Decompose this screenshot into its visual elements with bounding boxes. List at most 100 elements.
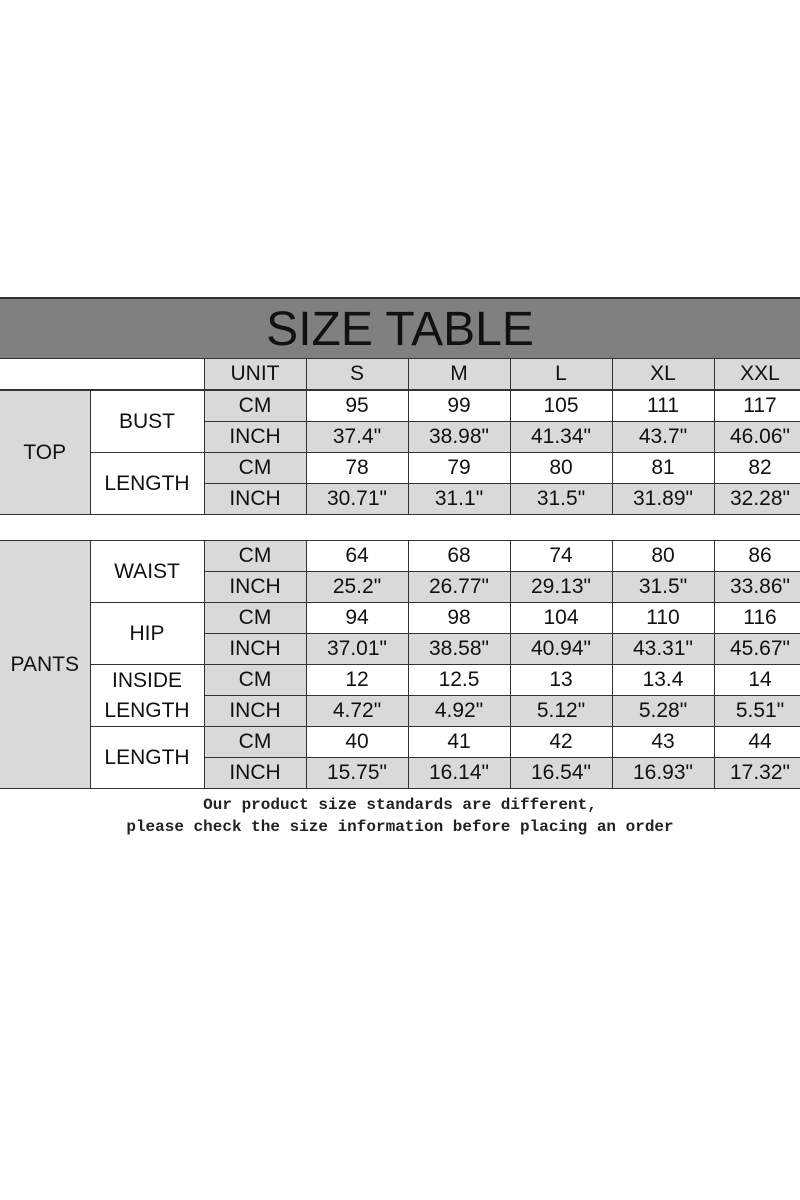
value-cell: 42 [509, 726, 613, 758]
table-row: PANTS WAIST CM 64 68 74 80 86 [0, 540, 800, 789]
value-cell: 41 [407, 726, 511, 758]
unit-cell: CM [203, 452, 307, 484]
unit-cell: INCH [203, 633, 307, 665]
value-cell: 111 [611, 390, 715, 422]
value-cell: 31.1" [407, 483, 511, 515]
value-cell: 98 [407, 602, 511, 634]
size-header-row: UNIT S M L XL XXL [0, 358, 800, 390]
value-cell: 14 [713, 664, 800, 696]
size-header-xxl: XXL [713, 358, 800, 390]
unit-cell: INCH [203, 757, 307, 789]
value-cell: 116 [713, 602, 800, 634]
table-row: LENGTH CM 40 41 42 43 44 [0, 726, 800, 789]
size-header-m: M [407, 358, 511, 390]
category-cell: TOP [0, 390, 91, 515]
measurement-cell: WAIST [89, 540, 205, 603]
value-cell: 95 [305, 390, 409, 422]
value-cell: 86 [713, 540, 800, 572]
value-cell: 16.93" [611, 757, 715, 789]
value-cell: 31.5" [611, 571, 715, 603]
value-cell: 12 [305, 664, 409, 696]
unit-cell: CM [203, 726, 307, 758]
unit-header: UNIT [203, 358, 307, 390]
top-section-table: TOP BUST CM 95 99 105 111 117 INCH 37.4" 38.98" 41.… [0, 390, 800, 515]
value-cell: 4.92" [407, 695, 511, 727]
unit-cell: CM [203, 602, 307, 634]
unit-cell: INCH [203, 695, 307, 727]
table-row: INCH 37.4" 38.98" 41.34" 43.7" 46.06" [0, 421, 800, 453]
table-row: INCH 15.75" 16.14" 16.54" 16.93" 17.32" [0, 757, 800, 789]
pants-section-table: PANTS WAIST CM 64 68 74 80 86 INCH 25.2" 26.77" 29.… [0, 540, 800, 789]
table-row: LENGTH CM 78 79 80 81 82 [0, 452, 800, 515]
value-cell: 43.31" [611, 633, 715, 665]
table-row: INCH 25.2" 26.77" 29.13" 31.5" 33.86" [0, 571, 800, 603]
value-cell: 43 [611, 726, 715, 758]
table-row: INCH 4.72" 4.92" 5.12" 5.28" 5.51" [0, 695, 800, 727]
value-cell: 33.86" [713, 571, 800, 603]
measurement-cell: BUST [89, 390, 205, 453]
size-table-title: SIZE TABLE [0, 297, 800, 358]
table-row: TOP BUST CM 95 99 105 111 117 [0, 390, 800, 515]
unit-cell: INCH [203, 571, 307, 603]
unit-cell: CM [203, 664, 307, 696]
value-cell: 37.4" [305, 421, 409, 453]
value-cell: 32.28" [713, 483, 800, 515]
note-line-1: Our product size standards are different… [203, 796, 597, 814]
value-cell: 104 [509, 602, 613, 634]
value-cell: 81 [611, 452, 715, 484]
size-header-xl: XL [611, 358, 715, 390]
value-cell: 64 [305, 540, 409, 572]
table-row: HIP CM 94 98 104 110 116 [0, 602, 800, 665]
value-cell: 40 [305, 726, 409, 758]
value-cell: 13 [509, 664, 613, 696]
value-cell: 29.13" [509, 571, 613, 603]
value-cell: 4.72" [305, 695, 409, 727]
value-cell: 74 [509, 540, 613, 572]
value-cell: 37.01" [305, 633, 409, 665]
value-cell: 40.94" [509, 633, 613, 665]
value-cell: 38.98" [407, 421, 511, 453]
value-cell: 13.4 [611, 664, 715, 696]
value-cell: 16.14" [407, 757, 511, 789]
value-cell: 80 [611, 540, 715, 572]
value-cell: 25.2" [305, 571, 409, 603]
value-cell: 46.06" [713, 421, 800, 453]
value-cell: 31.89" [611, 483, 715, 515]
value-cell: 110 [611, 602, 715, 634]
size-header-s: S [305, 358, 409, 390]
value-cell: 82 [713, 452, 800, 484]
value-cell: 117 [713, 390, 800, 422]
measurement-cell: INSIDE LENGTH [89, 664, 205, 727]
measurement-cell: LENGTH [89, 452, 205, 515]
value-cell: 5.51" [713, 695, 800, 727]
value-cell: 41.34" [509, 421, 613, 453]
note-line-2: please check the size information before… [126, 818, 674, 836]
value-cell: 79 [407, 452, 511, 484]
category-cell: PANTS [0, 540, 91, 789]
value-cell: 80 [509, 452, 613, 484]
value-cell: 68 [407, 540, 511, 572]
unit-cell: INCH [203, 421, 307, 453]
table-row: INCH 30.71" 31.1" 31.5" 31.89" 32.28" [0, 483, 800, 515]
measurement-cell: LENGTH [89, 726, 205, 789]
value-cell: 43.7" [611, 421, 715, 453]
value-cell: 44 [713, 726, 800, 758]
value-cell: 45.67" [713, 633, 800, 665]
unit-cell: CM [203, 390, 307, 422]
blank-corner-cell [0, 358, 205, 390]
measurement-cell: HIP [89, 602, 205, 665]
value-cell: 94 [305, 602, 409, 634]
value-cell: 15.75" [305, 757, 409, 789]
unit-cell: CM [203, 540, 307, 572]
value-cell: 99 [407, 390, 511, 422]
value-cell: 31.5" [509, 483, 613, 515]
value-cell: 5.12" [509, 695, 613, 727]
value-cell: 17.32" [713, 757, 800, 789]
value-cell: 26.77" [407, 571, 511, 603]
value-cell: 78 [305, 452, 409, 484]
table-row: INCH 37.01" 38.58" 40.94" 43.31" 45.67" [0, 633, 800, 665]
value-cell: 105 [509, 390, 613, 422]
unit-cell: INCH [203, 483, 307, 515]
value-cell: 38.58" [407, 633, 511, 665]
size-header-l: L [509, 358, 613, 390]
